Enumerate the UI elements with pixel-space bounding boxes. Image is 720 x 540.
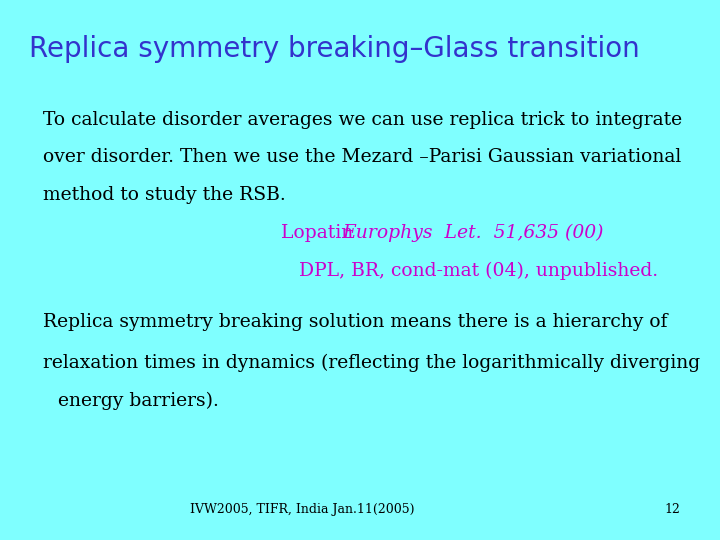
Text: Replica symmetry breaking solution means there is a hierarchy of: Replica symmetry breaking solution means… [43,313,667,331]
Text: relaxation times in dynamics (reflecting the logarithmically diverging: relaxation times in dynamics (reflecting… [43,354,701,372]
Text: method to study the RSB.: method to study the RSB. [43,186,286,204]
Text: DPL, BR, cond-mat (04), unpublished.: DPL, BR, cond-mat (04), unpublished. [299,262,658,280]
Text: IVW2005, TIFR, India Jan.11(2005): IVW2005, TIFR, India Jan.11(2005) [190,503,415,516]
Text: Lopatin: Lopatin [281,224,359,241]
Text: Europhys  Let.  51,635 (00): Europhys Let. 51,635 (00) [342,224,603,242]
Text: To calculate disorder averages we can use replica trick to integrate: To calculate disorder averages we can us… [43,111,683,129]
Text: over disorder. Then we use the Mezard –Parisi Gaussian variational: over disorder. Then we use the Mezard –P… [43,148,681,166]
Text: 12: 12 [665,503,680,516]
Text: Replica symmetry breaking–Glass transition: Replica symmetry breaking–Glass transiti… [29,35,639,63]
Text: energy barriers).: energy barriers). [58,392,218,410]
